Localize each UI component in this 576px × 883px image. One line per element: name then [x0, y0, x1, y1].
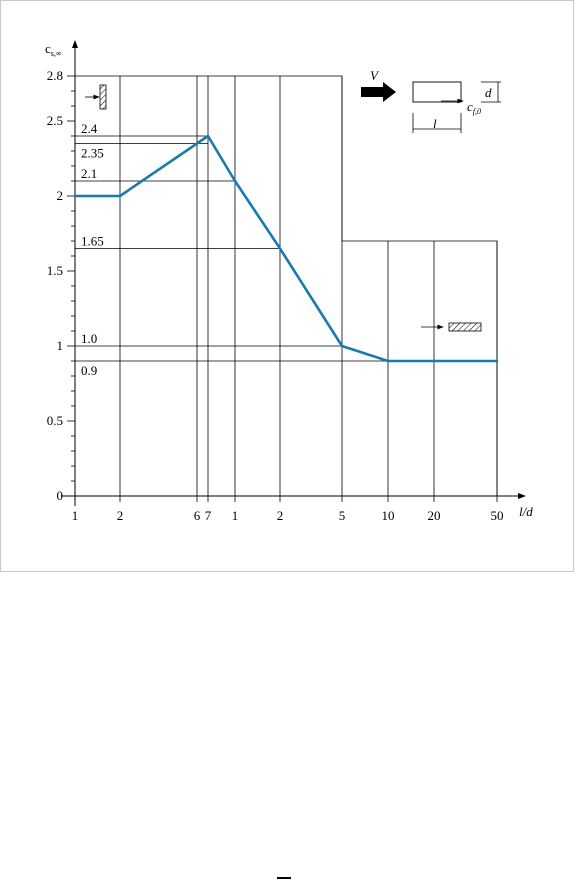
x-tick-label: 50 — [491, 508, 504, 523]
x-tick-label: 7 — [205, 508, 212, 523]
coef-label: cf,0 — [467, 99, 481, 116]
section-rect — [412, 81, 462, 103]
length-label: l — [433, 116, 437, 131]
ticks-layer — [67, 75, 498, 502]
y-tick-label: 2.5 — [47, 113, 63, 128]
x-tick-label: 2 — [277, 508, 284, 523]
axes-layer — [61, 40, 526, 506]
wind-arrow-icon — [361, 82, 396, 102]
y-tick-label: 0.5 — [47, 413, 63, 428]
chart-svg: 0 0.5 1 1.5 2 2.5 2.8 1 2 6 7 1 2 5 10 20 50 2.4 2.35 2.1 1… — [45, 40, 533, 523]
y-tick-label: 1 — [57, 338, 64, 353]
plate-icon-horizontal — [421, 322, 482, 332]
reference-label: 1.0 — [81, 331, 97, 346]
x-axis-label: l/d — [519, 504, 533, 519]
reference-label: 2.1 — [81, 166, 97, 181]
y-tick-label: 2.8 — [47, 68, 63, 83]
y-axis-label: cs,∞ — [45, 41, 62, 58]
chart-frame: 0 0.5 1 1.5 2 2.5 2.8 1 2 6 7 1 2 5 10 20 50 2.4 2.35 2.1 1… — [0, 0, 574, 572]
annotation-layer: 2.4 2.35 2.1 1.65 1.0 0.9 — [75, 121, 497, 378]
x-tick-label: 20 — [428, 508, 441, 523]
x-tick-label: 1 — [72, 508, 79, 523]
y-tick-label: 0 — [57, 488, 64, 503]
series-layer — [73, 134, 499, 363]
depth-label: d — [485, 85, 492, 100]
page-marker — [277, 877, 291, 879]
reference-label: 2.4 — [81, 121, 98, 136]
x-tick-label: 10 — [382, 508, 395, 523]
x-tick-label: 2 — [117, 508, 124, 523]
labels-layer: 0 0.5 1 1.5 2 2.5 2.8 1 2 6 7 1 2 5 10 20 50 — [47, 68, 504, 523]
x-tick-label: 6 — [194, 508, 201, 523]
y-tick-label: 1.5 — [47, 263, 63, 278]
reference-label: 1.65 — [81, 234, 104, 249]
grid-layer — [75, 75, 498, 496]
reference-label: 0.9 — [81, 363, 97, 378]
reference-label: 2.35 — [81, 146, 104, 161]
y-tick-label: 2 — [57, 188, 64, 203]
x-tick-label: 5 — [339, 508, 346, 523]
x-tick-label: 1 — [232, 508, 239, 523]
plate-icon-vertical — [85, 84, 107, 110]
series-line — [73, 134, 499, 363]
inset-diagram: V cf,0 d l — [361, 68, 501, 133]
wind-label: V — [370, 68, 380, 83]
